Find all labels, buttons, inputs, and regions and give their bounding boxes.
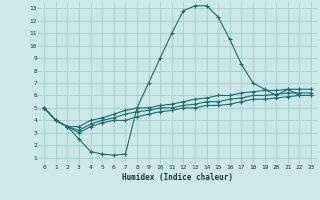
X-axis label: Humidex (Indice chaleur): Humidex (Indice chaleur)	[122, 173, 233, 182]
